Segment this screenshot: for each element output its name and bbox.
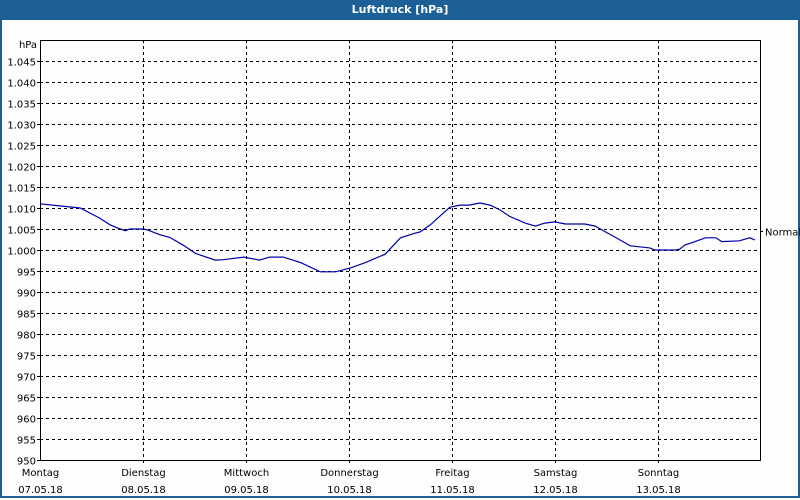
y-tick-label: 980 bbox=[17, 331, 36, 342]
y-axis: hPa 950 955 960 965 970 975 980 985 990 995 1.000 1… bbox=[7, 40, 40, 468]
y-tick-label: 960 bbox=[17, 415, 36, 426]
y-tick-label: 975 bbox=[17, 352, 36, 363]
x-day-label: Dienstag bbox=[121, 468, 166, 479]
x-date-label: 11.05.18 bbox=[430, 485, 475, 496]
y-tick-label: 995 bbox=[17, 268, 36, 279]
x-date-label: 13.05.18 bbox=[636, 485, 681, 496]
x-axis: Montag 07.05.18 Dienstag 08.05.18 Mittwoch 09… bbox=[18, 468, 681, 496]
y-tick-label: 1.000 bbox=[7, 247, 36, 258]
y-tick-label: 1.030 bbox=[7, 121, 36, 132]
y-axis-unit-label: hPa bbox=[19, 40, 37, 51]
y-tick-label: 955 bbox=[17, 436, 36, 447]
y-tick-label: 1.010 bbox=[7, 205, 36, 216]
x-day-label: Mittwoch bbox=[224, 468, 269, 479]
x-day-label: Donnerstag bbox=[320, 468, 378, 479]
y-tick-label: 950 bbox=[17, 457, 36, 468]
x-day-label: Samstag bbox=[534, 468, 578, 479]
y-tick-label: 970 bbox=[17, 373, 36, 384]
normal-reference-marker: Normal bbox=[760, 228, 800, 239]
y-tick-label: 1.035 bbox=[7, 100, 36, 111]
grid-lines bbox=[40, 40, 760, 464]
x-day-label: Montag bbox=[22, 468, 59, 479]
y-tick-label: 1.015 bbox=[7, 184, 36, 195]
x-date-label: 10.05.18 bbox=[327, 485, 372, 496]
y-tick-label: 990 bbox=[17, 289, 36, 300]
y-tick-label: 1.045 bbox=[7, 58, 36, 69]
y-tick-label: 1.025 bbox=[7, 142, 36, 153]
y-tick-label: 1.020 bbox=[7, 163, 36, 174]
y-tick-label: 985 bbox=[17, 310, 36, 321]
x-date-label: 12.05.18 bbox=[533, 485, 578, 496]
chart-title: Luftdruck [hPa] bbox=[0, 0, 800, 20]
y-tick-label: 965 bbox=[17, 394, 36, 405]
x-day-label: Freitag bbox=[435, 468, 469, 479]
y-tick-label: 1.005 bbox=[7, 226, 36, 237]
x-day-label: Sonntag bbox=[638, 468, 680, 479]
x-date-label: 07.05.18 bbox=[18, 485, 63, 496]
x-date-label: 08.05.18 bbox=[121, 485, 166, 496]
y-tick-label: 1.040 bbox=[7, 79, 36, 90]
plot-frame bbox=[40, 40, 761, 461]
pressure-series-line bbox=[39, 202, 756, 273]
normal-label: Normal bbox=[765, 228, 800, 239]
x-date-label: 09.05.18 bbox=[224, 485, 269, 496]
